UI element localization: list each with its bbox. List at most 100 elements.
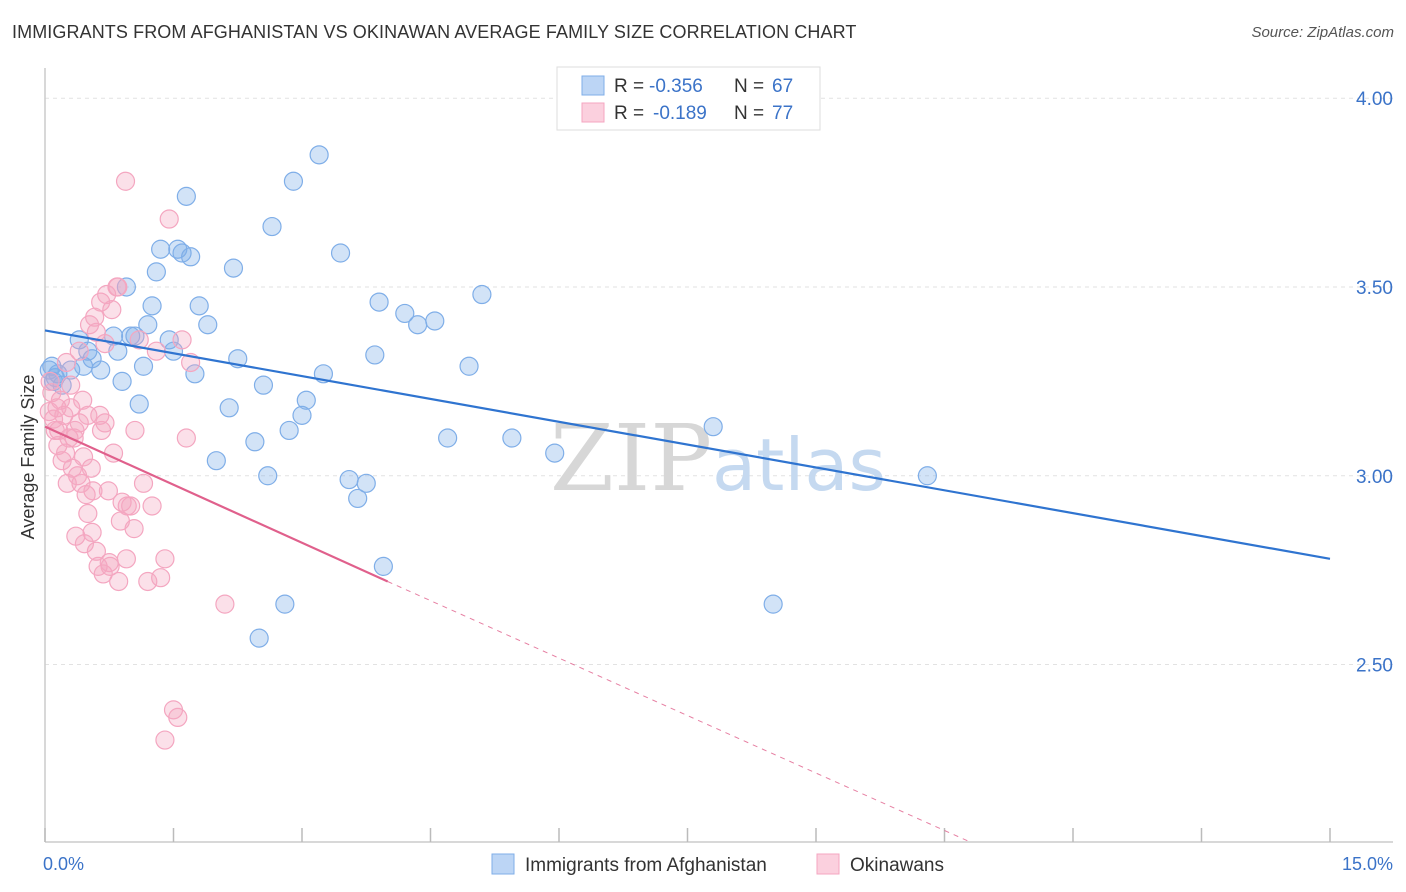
afghanistan-point	[151, 239, 171, 259]
x-tick-labels: 0.0% 15.0%	[43, 854, 1393, 874]
okinawan-point	[78, 405, 98, 425]
y-tick-label: 3.50	[1356, 278, 1393, 299]
y-tick-label: 2.50	[1356, 656, 1393, 677]
okinawan-point	[71, 473, 91, 493]
data-points	[39, 145, 937, 750]
afghanistan-point	[176, 186, 196, 206]
legend-r-value-afghanistan: -0.356	[649, 76, 703, 97]
afghanistan-point	[425, 311, 445, 331]
afghanistan-point	[206, 451, 226, 471]
afghanistan-trend-line	[44, 329, 1331, 560]
series-label-afghanistan: Immigrants from Afghanistan	[525, 855, 767, 876]
afghanistan-point	[369, 292, 389, 312]
okinawan-point	[40, 371, 60, 391]
y-tick-label: 3.00	[1356, 467, 1393, 488]
afghanistan-point	[42, 356, 62, 376]
series-label-okinawans: Okinawans	[850, 855, 944, 876]
trend-lines	[44, 329, 1331, 843]
afghanistan-point	[545, 443, 565, 463]
series-swatch-okinawans	[816, 853, 840, 875]
legend-swatch-okinawans	[581, 102, 605, 123]
afghanistan-point	[373, 556, 393, 576]
afghanistan-point	[309, 145, 329, 165]
afghanistan-point	[245, 432, 265, 452]
okinawan-point	[115, 171, 136, 191]
afghanistan-point	[330, 243, 351, 263]
afghanistan-point	[45, 368, 65, 388]
correlation-legend: R = -0.356 N = 67 R = -0.189 N = 77	[556, 66, 821, 131]
okinawan-point	[82, 522, 102, 543]
legend-n-value-okinawans: 77	[772, 103, 793, 124]
okinawan-point	[48, 435, 68, 456]
okinawan-point	[117, 496, 137, 516]
okinawan-point	[57, 473, 77, 493]
okinawan-point	[97, 284, 117, 305]
okinawan-point	[142, 496, 162, 516]
legend-n-value-afghanistan: 67	[772, 76, 793, 97]
afghanistan-point	[129, 394, 149, 414]
afghanistan-point	[142, 296, 162, 316]
afghanistan-point	[703, 417, 723, 437]
okinawan-point	[91, 292, 111, 312]
okinawan-trend-line	[44, 425, 389, 583]
okinawan-point	[172, 330, 192, 350]
okinawan-point	[78, 503, 98, 524]
x-tick-max: 15.0%	[1342, 854, 1393, 874]
afghanistan-point	[408, 315, 428, 335]
okinawan-point	[86, 541, 107, 561]
okinawan-trend-extension	[387, 581, 971, 843]
legend-swatch-afghanistan	[581, 75, 605, 96]
okinawan-point	[61, 398, 81, 418]
okinawan-point	[83, 481, 103, 501]
legend-r-label-okinawans: R =	[614, 103, 644, 124]
okinawan-point	[73, 390, 93, 410]
okinawan-point	[86, 322, 107, 342]
afghanistan-point	[275, 594, 295, 614]
afghanistan-point	[249, 628, 269, 648]
afghanistan-point	[262, 216, 282, 237]
okinawan-point	[124, 519, 144, 539]
okinawan-point	[54, 405, 74, 425]
okinawan-point	[155, 549, 175, 569]
axes	[44, 68, 1393, 843]
okinawan-point	[81, 458, 101, 478]
afghanistan-point	[365, 345, 385, 365]
okinawan-point	[98, 481, 118, 501]
afghanistan-point	[133, 356, 154, 376]
okinawan-point	[176, 428, 196, 448]
okinawan-point	[102, 300, 122, 320]
afghanistan-point	[348, 488, 368, 509]
afghanistan-point	[356, 473, 376, 493]
y-tick-labels: 2.50 3.00 3.50 4.00	[1356, 89, 1393, 676]
legend-r-label-afghanistan: R =	[614, 76, 644, 97]
afghanistan-point	[296, 390, 316, 410]
afghanistan-point	[279, 420, 299, 441]
afghanistan-point	[459, 356, 479, 376]
okinawan-point	[61, 375, 81, 395]
okinawan-point	[109, 571, 129, 592]
okinawan-point	[159, 209, 179, 229]
afghanistan-point	[219, 398, 239, 418]
okinawan-point	[95, 413, 115, 433]
legend-n-label-okinawans: N =	[734, 103, 764, 124]
afghanistan-point	[112, 371, 132, 391]
chart-source: Source: ZipAtlas.com	[1251, 24, 1394, 41]
afghanistan-point	[472, 284, 492, 305]
okinawan-point	[100, 556, 120, 576]
okinawan-point	[168, 707, 188, 728]
okinawan-point	[74, 534, 95, 554]
okinawan-point	[73, 447, 94, 467]
series-legend: Immigrants from Afghanistan Okinawans	[491, 853, 944, 876]
afghanistan-point	[258, 466, 278, 486]
afghanistan-point	[395, 303, 415, 324]
afghanistan-point	[292, 405, 312, 425]
okinawan-point	[116, 549, 136, 569]
afghanistan-point	[138, 315, 158, 335]
series-swatch-afghanistan	[491, 853, 515, 875]
okinawan-point	[138, 571, 158, 592]
afghanistan-point	[91, 360, 111, 380]
okinawan-point	[56, 352, 77, 373]
okinawan-point	[93, 564, 113, 584]
okinawan-point	[47, 398, 67, 418]
